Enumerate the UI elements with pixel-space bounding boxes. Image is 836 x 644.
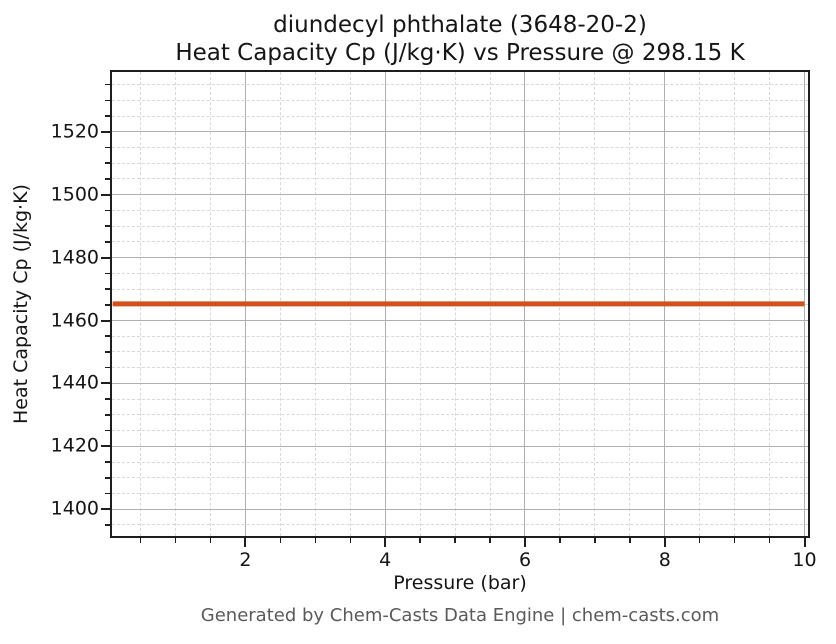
x-minor-tick bbox=[314, 538, 317, 543]
x-major-tick bbox=[803, 538, 806, 547]
y-tick-label: 1480 bbox=[50, 246, 99, 269]
y-axis-label: Heat Capacity Cp (J/kg·K) bbox=[10, 184, 32, 424]
y-major-tick bbox=[101, 319, 110, 322]
x-minor-tick bbox=[698, 538, 701, 543]
y-minor-tick bbox=[105, 241, 110, 243]
chart-title: diundecyl phthalate (3648-20-2) Heat Cap… bbox=[110, 11, 810, 67]
x-major-tick bbox=[663, 538, 666, 547]
y-minor-tick bbox=[105, 477, 110, 479]
y-major-tick bbox=[101, 445, 110, 448]
x-minor-tick bbox=[279, 538, 282, 543]
series-plot bbox=[112, 72, 808, 536]
y-major-tick bbox=[101, 508, 110, 511]
x-tick-label: 6 bbox=[518, 549, 532, 571]
y-tick-label: 1500 bbox=[50, 183, 99, 206]
x-minor-tick bbox=[139, 538, 142, 543]
y-major-tick bbox=[101, 256, 110, 259]
x-major-tick bbox=[384, 538, 387, 547]
plot-area: 2 4 6 8 10 1400 1420 1440 1460 1480 1500 1520 bbox=[51, 70, 817, 570]
y-minor-tick bbox=[105, 429, 110, 432]
y-minor-tick bbox=[105, 492, 110, 495]
x-minor-tick bbox=[454, 538, 456, 543]
x-minor-tick bbox=[629, 538, 631, 543]
x-axis-label: Pressure (bar) bbox=[393, 572, 527, 594]
y-minor-tick bbox=[105, 178, 110, 180]
x-minor-tick bbox=[768, 538, 771, 543]
x-minor-tick bbox=[733, 538, 736, 543]
x-minor-tick bbox=[174, 538, 177, 543]
x-minor-tick bbox=[489, 538, 491, 543]
y-tick-label: 1520 bbox=[50, 120, 99, 143]
y-major-tick bbox=[101, 382, 110, 385]
plot-inner: 2 4 6 8 10 1400 1420 1440 1460 1480 1500 1520 bbox=[51, 72, 817, 570]
x-major-tick bbox=[523, 538, 526, 547]
chart-title-line1: diundecyl phthalate (3648-20-2) bbox=[273, 12, 647, 38]
y-minor-tick bbox=[105, 115, 110, 117]
x-tick-label: 8 bbox=[658, 549, 671, 571]
y-minor-tick bbox=[105, 414, 110, 416]
footer-credit: Generated by Chem-Casts Data Engine | ch… bbox=[200, 605, 720, 626]
y-minor-tick bbox=[105, 209, 110, 212]
y-minor-tick bbox=[105, 524, 110, 526]
y-tick-label: 1420 bbox=[50, 434, 99, 457]
y-major-tick bbox=[101, 130, 110, 133]
x-major-tick bbox=[244, 538, 247, 547]
x-minor-tick bbox=[594, 538, 596, 543]
x-minor-tick bbox=[419, 538, 421, 543]
x-minor-tick bbox=[349, 538, 352, 543]
y-tick-label: 1460 bbox=[50, 309, 99, 331]
y-minor-tick bbox=[105, 272, 110, 275]
y-minor-tick bbox=[105, 225, 110, 227]
y-minor-tick bbox=[105, 83, 110, 86]
y-minor-tick bbox=[105, 304, 110, 306]
y-minor-tick bbox=[105, 99, 110, 102]
y-minor-tick bbox=[105, 146, 110, 149]
y-minor-tick bbox=[105, 366, 110, 369]
y-tick-label: 1400 bbox=[50, 497, 99, 520]
chart-title-line2: Heat Capacity Cp (J/kg·K) vs Pressure @ … bbox=[175, 40, 745, 66]
y-minor-tick bbox=[105, 288, 110, 290]
x-tick-label: 2 bbox=[239, 549, 252, 571]
y-major-tick bbox=[101, 193, 110, 196]
x-minor-tick bbox=[559, 538, 561, 543]
y-minor-tick bbox=[105, 398, 110, 400]
y-minor-tick bbox=[105, 351, 110, 353]
y-tick-label: 1440 bbox=[50, 371, 99, 394]
y-minor-tick bbox=[105, 335, 110, 337]
x-tick-label: 10 bbox=[792, 549, 817, 571]
y-minor-tick bbox=[105, 461, 110, 463]
y-minor-tick bbox=[105, 162, 110, 164]
x-tick-label: 4 bbox=[379, 549, 392, 571]
x-minor-tick bbox=[209, 538, 212, 543]
